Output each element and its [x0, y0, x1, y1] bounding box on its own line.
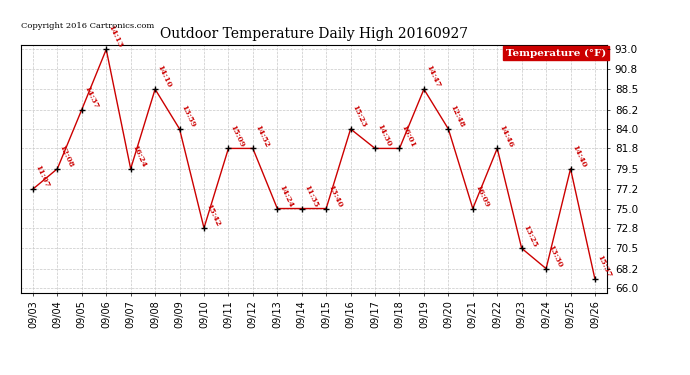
Text: 12:48: 12:48	[448, 104, 466, 129]
Text: 14:47: 14:47	[424, 64, 442, 89]
Text: 14:30: 14:30	[375, 123, 393, 148]
Text: 13:40: 13:40	[326, 183, 344, 209]
Text: 14:10: 14:10	[155, 64, 172, 89]
Text: 14:52: 14:52	[253, 123, 270, 148]
Text: 13:30: 13:30	[546, 243, 564, 268]
Text: 16:09: 16:09	[473, 183, 490, 209]
Text: 15:37: 15:37	[595, 254, 613, 279]
Text: 14:37: 14:37	[82, 84, 99, 110]
Text: Temperature (°F): Temperature (°F)	[506, 49, 606, 58]
Text: 14:40: 14:40	[571, 143, 588, 169]
Text: 14:13: 14:13	[106, 24, 124, 50]
Text: 12:08: 12:08	[57, 144, 75, 169]
Text: 16:24: 16:24	[130, 144, 148, 169]
Text: 14:24: 14:24	[277, 183, 295, 209]
Text: Copyright 2016 Cartronics.com: Copyright 2016 Cartronics.com	[21, 22, 154, 30]
Text: 14:46: 14:46	[497, 123, 515, 148]
Text: 11:07: 11:07	[33, 164, 50, 189]
Text: 15:09: 15:09	[228, 123, 246, 148]
Text: 16:01: 16:01	[400, 123, 417, 148]
Text: 15:23: 15:23	[351, 104, 368, 129]
Text: 11:35: 11:35	[302, 183, 319, 209]
Text: 13:25: 13:25	[522, 223, 539, 248]
Title: Outdoor Temperature Daily High 20160927: Outdoor Temperature Daily High 20160927	[160, 27, 468, 41]
Text: 15:42: 15:42	[204, 203, 221, 228]
Text: 13:59: 13:59	[179, 104, 197, 129]
